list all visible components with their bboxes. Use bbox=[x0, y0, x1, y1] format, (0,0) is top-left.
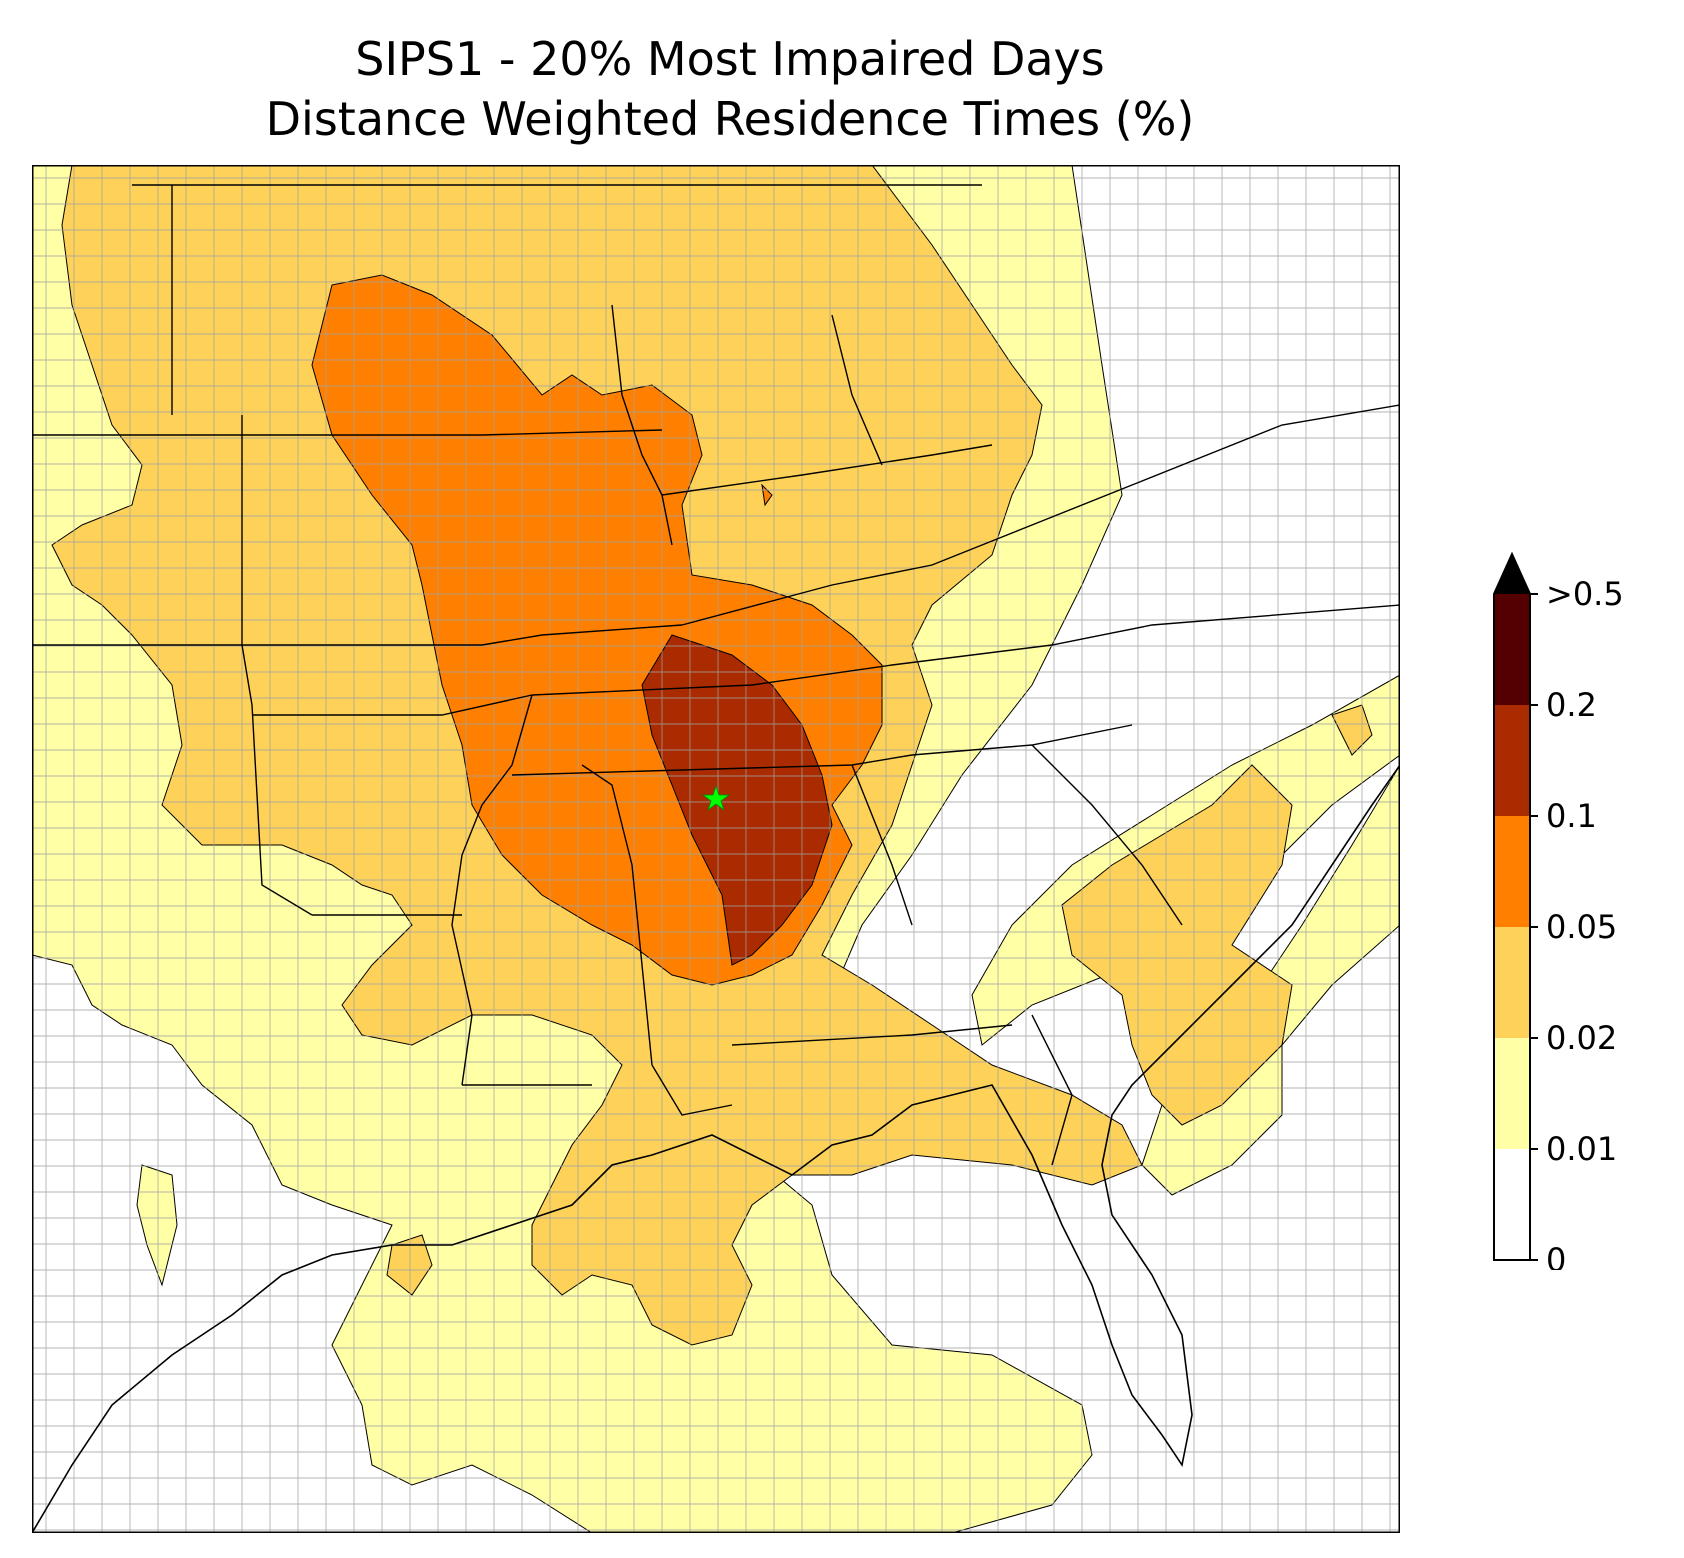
map-frame bbox=[32, 165, 1400, 1533]
receptor-site-star-icon bbox=[701, 784, 731, 812]
colorbar-ticks: 0 0.01 0.02 0.05 0.1 0.2 >0.5 bbox=[1530, 575, 1624, 1270]
colorbar-segment-3 bbox=[1494, 816, 1530, 927]
colorbar-tick-label: 0.02 bbox=[1546, 1019, 1617, 1057]
colorbar-tick-label: 0 bbox=[1546, 1241, 1566, 1270]
colorbar-segment-0 bbox=[1494, 1149, 1530, 1260]
colorbar-tick-label: 0.2 bbox=[1546, 686, 1597, 724]
colorbar-tick-label: 0.1 bbox=[1546, 797, 1597, 835]
residence-time-map bbox=[32, 165, 1400, 1533]
colorbar-tick-label: 0.05 bbox=[1546, 908, 1617, 946]
colorbar-legend: 0 0.01 0.02 0.05 0.1 0.2 >0.5 bbox=[1493, 551, 1624, 1270]
colorbar-segment-1 bbox=[1494, 1038, 1530, 1149]
colorbar-segments bbox=[1493, 551, 1531, 1261]
colorbar-segment-4 bbox=[1494, 705, 1530, 816]
colorbar-extend-arrow bbox=[1494, 554, 1530, 594]
coastline bbox=[32, 764, 1400, 1533]
colorbar-segment-2 bbox=[1494, 927, 1530, 1038]
state-boundaries bbox=[32, 184, 1400, 1166]
map-title-line2: Distance Weighted Residence Times (%) bbox=[265, 92, 1195, 146]
map-title-line1: SIPS1 - 20% Most Impaired Days bbox=[355, 32, 1105, 86]
colorbar-tick-label: 0.01 bbox=[1546, 1130, 1617, 1168]
county-lines bbox=[32, 165, 1400, 1533]
colorbar-tick-label: >0.5 bbox=[1546, 575, 1624, 613]
colorbar-outline bbox=[1493, 551, 1531, 1261]
colorbar-segment-5 bbox=[1494, 594, 1530, 705]
